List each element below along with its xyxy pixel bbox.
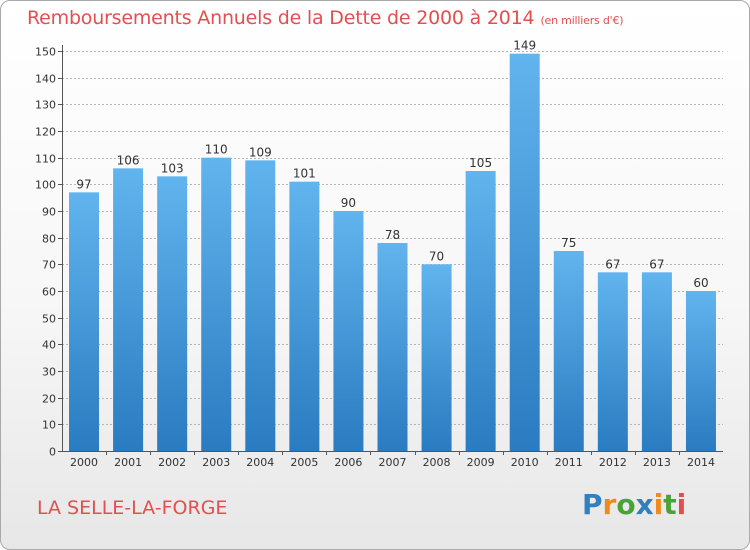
- data-label: 101: [293, 167, 316, 181]
- bar-2004: [245, 160, 276, 452]
- bar-2005: [289, 181, 320, 451]
- x-tick-labels: 2000 2001 2002 2003 2004 2005 2006 2007 2008 2009…: [70, 456, 715, 469]
- x-tick-label: 2001: [114, 456, 142, 469]
- data-label: 103: [161, 161, 184, 175]
- bar-2013: [641, 272, 672, 451]
- y-tick-label: 150: [35, 46, 56, 59]
- y-tick-label: 20: [42, 393, 56, 406]
- y-tick-label: 130: [35, 99, 56, 112]
- y-tick-label: 90: [42, 206, 56, 219]
- y-tick-label: 110: [35, 153, 56, 166]
- bar-2009: [465, 171, 496, 451]
- bar-2007: [377, 243, 408, 451]
- bar-2011: [553, 251, 584, 451]
- x-tick-label: 2009: [467, 456, 495, 469]
- data-label: 60: [693, 276, 708, 290]
- x-tick-label: 2003: [202, 456, 230, 469]
- x-tick-label: 2013: [643, 456, 671, 469]
- y-tick-label: 140: [35, 73, 56, 86]
- data-label: 105: [469, 156, 492, 170]
- data-label: 90: [341, 196, 356, 210]
- x-tick-label: 2000: [70, 456, 98, 469]
- logo-letter: o: [616, 488, 636, 521]
- x-tick-label: 2011: [555, 456, 583, 469]
- logo-letter: x: [635, 488, 654, 521]
- data-label: 149: [513, 39, 536, 53]
- x-tick-label: 2007: [379, 456, 407, 469]
- chart-title-text: Remboursements Annuels de la Dette de 20…: [27, 7, 535, 29]
- x-tick-label: 2014: [687, 456, 715, 469]
- bar-2012: [597, 272, 628, 451]
- data-label: 67: [605, 257, 620, 271]
- data-label: 106: [117, 153, 140, 167]
- bar-2008: [421, 264, 452, 451]
- bar-2014: [685, 291, 716, 451]
- data-label: 97: [76, 177, 91, 191]
- bars: [69, 53, 716, 452]
- data-label: 75: [561, 236, 576, 250]
- y-tick-label: 120: [35, 126, 56, 139]
- x-tick-label: 2008: [423, 456, 451, 469]
- y-tick-label: 10: [42, 419, 56, 432]
- bar-2010: [509, 53, 540, 452]
- y-tick-label: 70: [42, 259, 56, 272]
- chart-title: Remboursements Annuels de la Dette de 20…: [27, 7, 624, 29]
- unit-note: (en milliers d'€): [540, 14, 624, 27]
- town-name: LA SELLE-LA-FORGE: [37, 497, 228, 519]
- x-tick-label: 2006: [334, 456, 362, 469]
- x-tick-label: 2005: [290, 456, 318, 469]
- bar-2002: [157, 176, 188, 452]
- y-tick-label: 0: [49, 446, 56, 459]
- bar-2003: [201, 157, 232, 451]
- x-tick-label: 2012: [599, 456, 627, 469]
- data-labels: 97 106 103 110 109 101 90 78 70 105 149 75 67 67 60: [76, 39, 708, 290]
- data-label: 70: [429, 249, 444, 263]
- logo-letter: t: [663, 488, 677, 521]
- logo-letter: i: [676, 488, 687, 521]
- y-tick-label: 40: [42, 339, 56, 352]
- y-tick-label: 80: [42, 233, 56, 246]
- logo-letter: i: [653, 488, 664, 521]
- y-tick-label: 50: [42, 313, 56, 326]
- y-tick-labels: 0 10 20 30 40 50 60 70 80 90 100 110 120 130 140 150: [35, 46, 56, 459]
- y-tick-label: 100: [35, 179, 56, 192]
- data-label: 78: [385, 228, 400, 242]
- data-label: 67: [649, 257, 664, 271]
- data-label: 109: [249, 145, 272, 159]
- x-tick-label: 2002: [158, 456, 186, 469]
- bar-2006: [333, 211, 364, 451]
- y-tick-label: 60: [42, 286, 56, 299]
- logo-letter: r: [602, 488, 617, 521]
- logo-letter: P: [582, 488, 603, 521]
- x-tick-label: 2004: [246, 456, 274, 469]
- y-tick-label: 30: [42, 366, 56, 379]
- axes: [58, 45, 723, 455]
- x-tick-label: 2010: [511, 456, 539, 469]
- data-label: 110: [205, 143, 228, 157]
- bar-2000: [69, 192, 100, 452]
- proxiti-logo: Proxiti: [582, 488, 686, 521]
- bar-2001: [113, 168, 144, 452]
